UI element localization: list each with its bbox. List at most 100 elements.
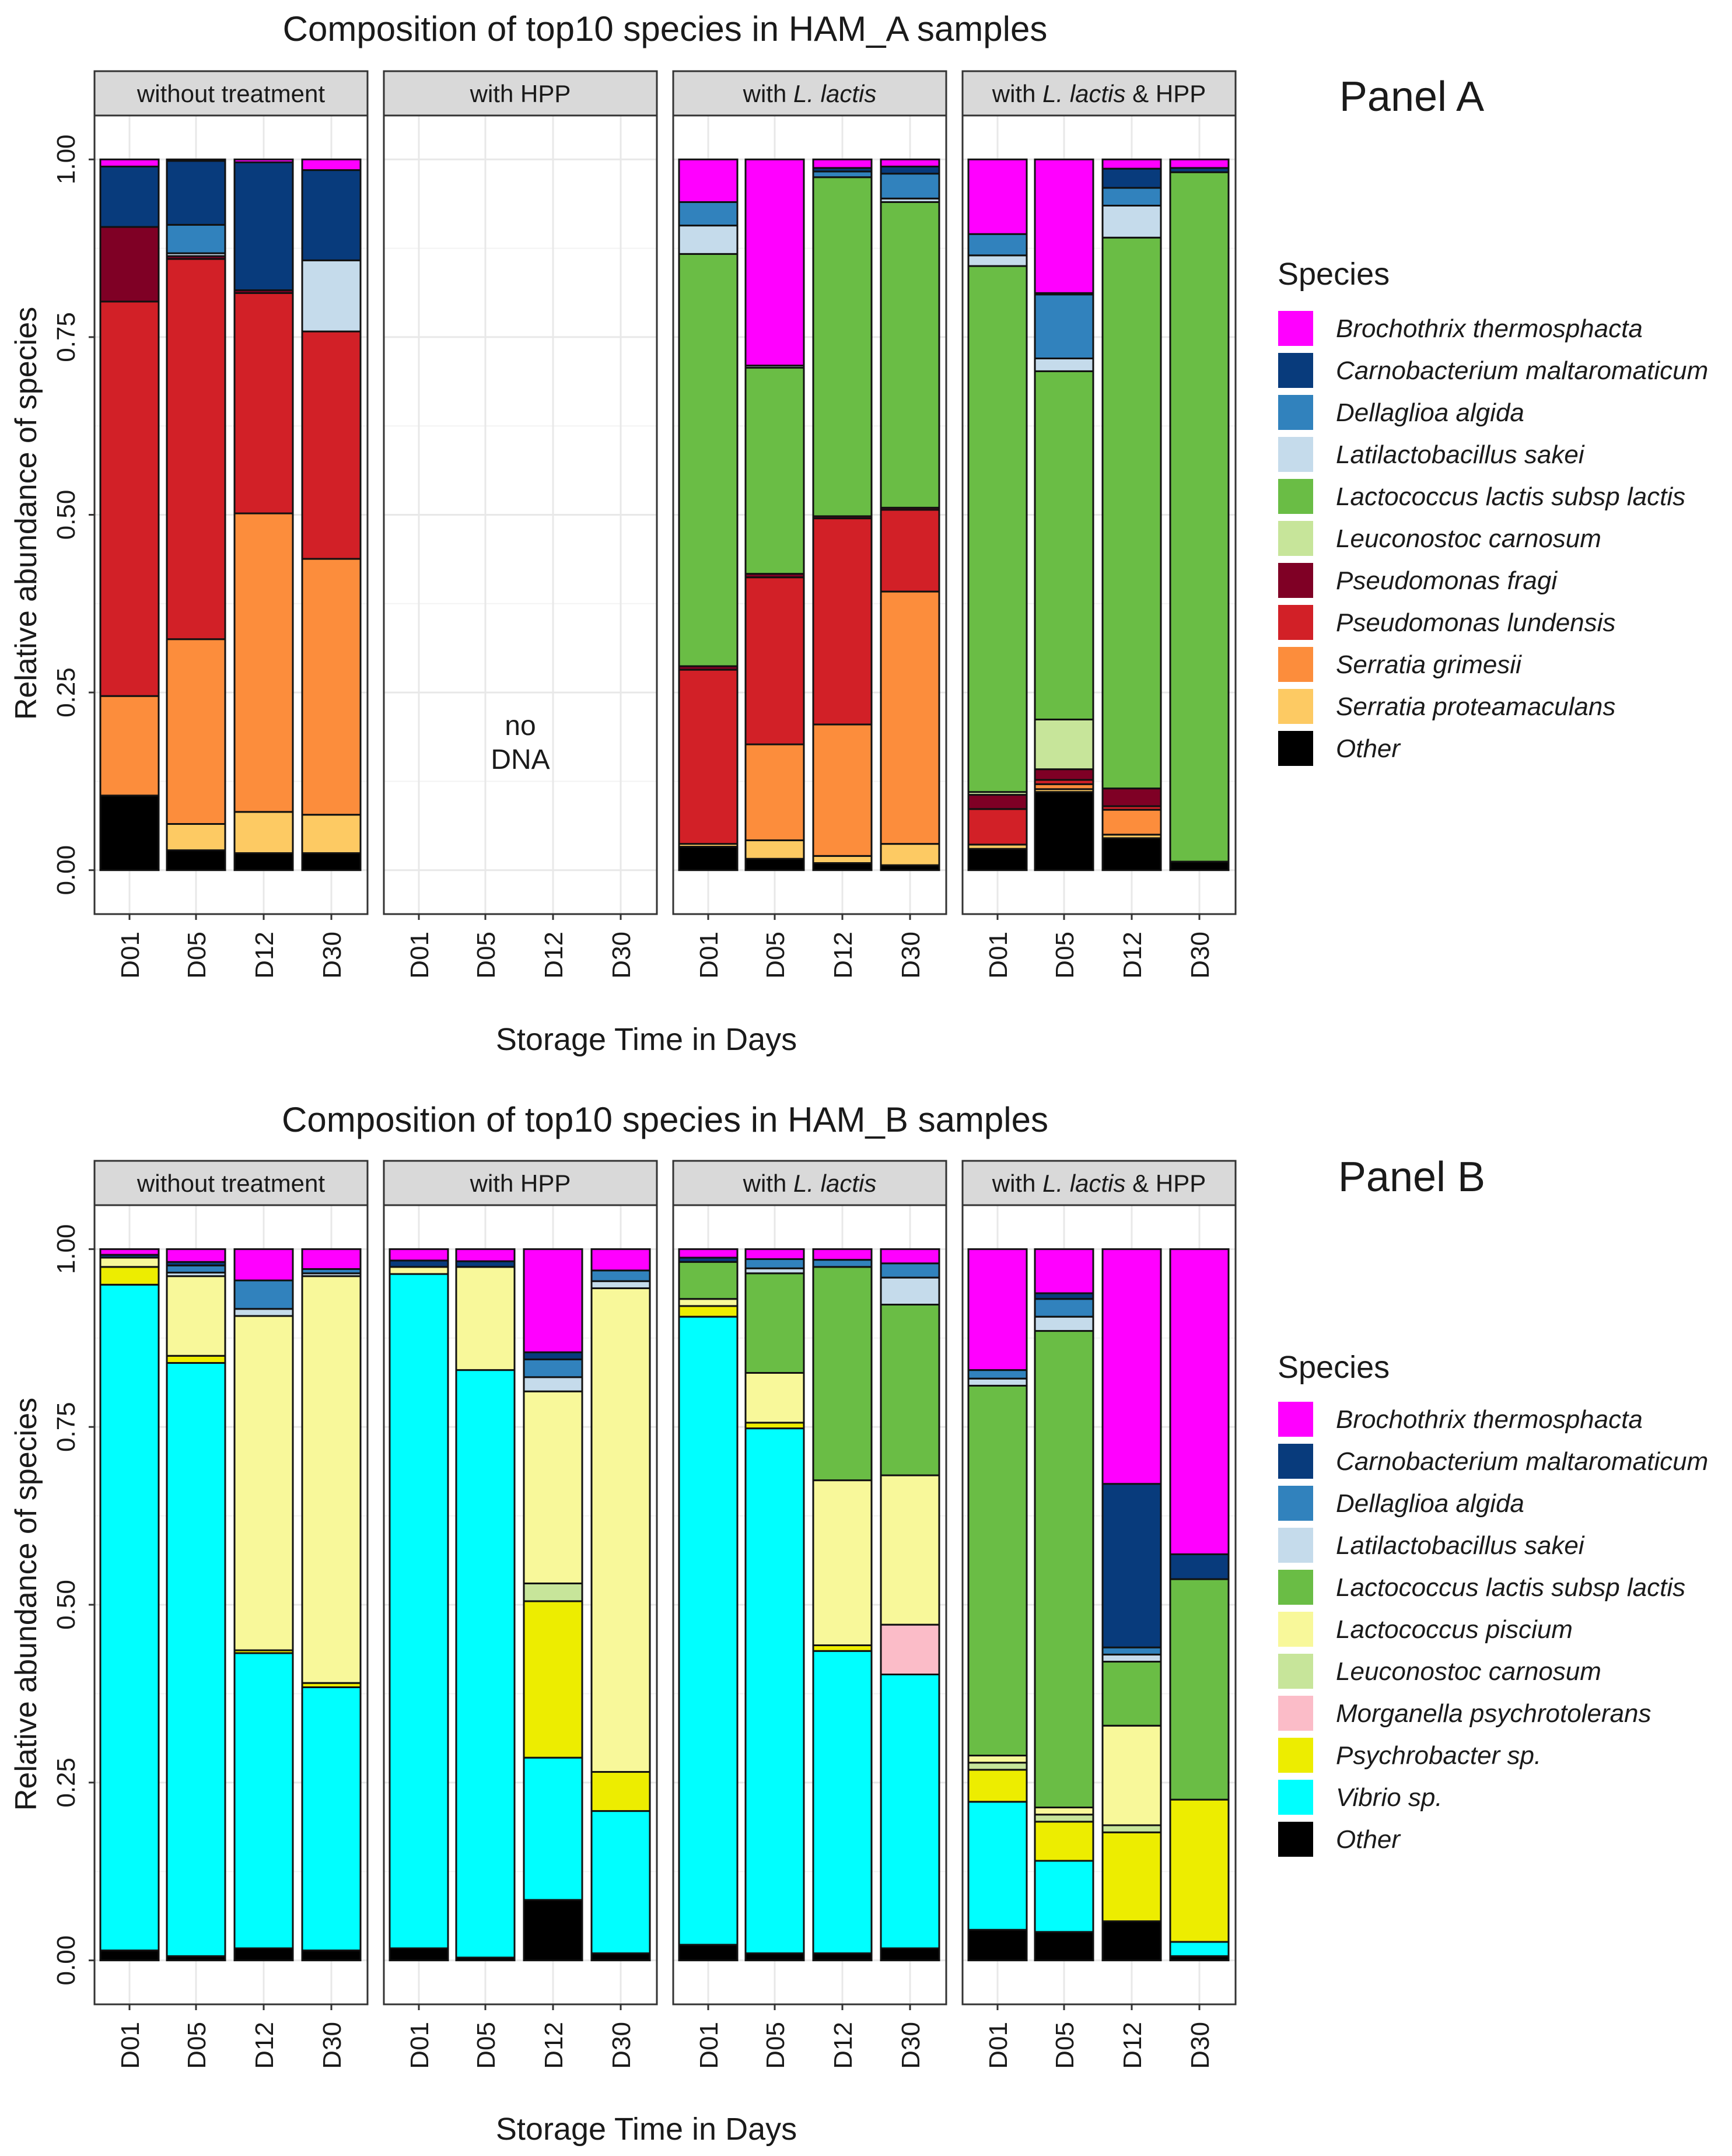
bar-segment-brochothrix-thermosphacta	[590, 1248, 651, 1272]
legend-swatch	[1277, 1653, 1314, 1690]
bar-segment-morganella-psychrotolerans	[880, 1623, 940, 1675]
x-tick-label: D05	[183, 932, 211, 979]
x-tick-label: D01	[405, 932, 434, 979]
y-tick-label: 0.75	[52, 312, 81, 362]
legend-label: Lactococcus lactis subsp lactis	[1336, 1573, 1685, 1602]
legend-label: Other	[1336, 1825, 1401, 1854]
facet-strip	[383, 1160, 658, 1206]
bar-segment-pseudomonas-lundensis	[967, 808, 1028, 846]
y-tick-label: 0.25	[52, 667, 81, 718]
bar-segment-other	[301, 1950, 362, 1962]
x-tick-label: D12	[829, 2022, 858, 2069]
facet-strip-label: without treatment	[137, 80, 325, 107]
bar-segment-vibrio-sp	[1169, 1941, 1230, 1957]
x-tick-label: D05	[1051, 2022, 1079, 2069]
bar-segment-pseudomonas-lundensis	[880, 509, 940, 593]
bar-segment-other	[1101, 1920, 1162, 1962]
facet-strip	[672, 70, 947, 117]
bar-segment-brochothrix-thermosphacta	[523, 1248, 583, 1353]
bar-segment-brochothrix-thermosphacta	[880, 1248, 940, 1265]
bar-segment-other	[812, 1952, 873, 1962]
bar-segment-brochothrix-thermosphacta	[744, 158, 805, 367]
bar-segment-serratia-proteamaculans	[166, 823, 226, 852]
facet-strip-label: with HPP	[470, 1170, 571, 1197]
bar-segment-lactococcus-piscium	[301, 1275, 362, 1684]
facet-strip	[961, 70, 1237, 117]
facet-strip-label: with L. lactis & HPP	[992, 80, 1206, 107]
x-tick-label: D30	[318, 932, 347, 979]
legend-label: Carnobacterium maltaromaticum	[1336, 1447, 1708, 1476]
x-tick-label: D01	[695, 2022, 723, 2069]
x-tick-label: D01	[116, 932, 145, 979]
legend-swatch	[1277, 394, 1314, 431]
bar-segment-brochothrix-thermosphacta	[967, 1248, 1028, 1371]
bar-segment-vibrio-sp	[1034, 1860, 1094, 1933]
legend-swatch	[1277, 1779, 1314, 1816]
bar-segment-carnobacterium-maltaromaticum	[1101, 1483, 1162, 1648]
bar-segment-vibrio-sp	[301, 1686, 362, 1952]
x-tick-label: D05	[761, 2022, 790, 2069]
bar-segment-brochothrix-thermosphacta	[1169, 158, 1230, 169]
bar-segment-serratia-proteamaculans	[233, 811, 294, 854]
bar-segment-other	[1034, 1931, 1094, 1962]
bar-segment-brochothrix-thermosphacta	[1101, 1248, 1162, 1485]
bar-segment-other	[1169, 860, 1230, 872]
bar-segment-brochothrix-thermosphacta	[389, 1248, 449, 1262]
bar-segment-lactococcus-lactis-subsp-lactis	[1101, 1661, 1162, 1727]
facet-border	[961, 114, 1237, 915]
x-axis-label: Storage Time in Days	[496, 1022, 797, 1057]
x-tick-label: D01	[695, 932, 723, 979]
bar-segment-lactococcus-piscium	[166, 1275, 226, 1357]
bar-segment-brochothrix-thermosphacta	[967, 158, 1028, 235]
legend-label: Dellaglioa algida	[1336, 398, 1524, 427]
bar-segment-psychrobacter-sp	[166, 1354, 226, 1364]
bar-segment-serratia-grimesii	[301, 558, 362, 816]
bar-segment-psychrobacter-sp	[1169, 1798, 1230, 1943]
bar-segment-vibrio-sp	[455, 1369, 516, 1959]
y-tick-label: 1.00	[52, 1224, 81, 1275]
legend-label: Leuconostoc carnosum	[1336, 524, 1601, 553]
panel-a: Composition of top10 species in HAM_A sa…	[9, 9, 1708, 1057]
bar-segment-serratia-grimesii	[1101, 808, 1162, 836]
bar-segment-lactococcus-lactis-subsp-lactis	[880, 201, 940, 509]
bar-segment-pseudomonas-lundensis	[678, 668, 739, 845]
y-tick-label: 0.00	[52, 1936, 81, 1986]
facet-3: with L. lactis & HPP D01 D05 D12 D30	[961, 1160, 1237, 2069]
bar-segment-dellaglioa-algida	[1101, 187, 1162, 206]
bar-segment-brochothrix-thermosphacta	[1034, 158, 1094, 294]
facet-strip	[672, 1160, 947, 1206]
bar-segment-other	[967, 1929, 1028, 1962]
bar-segment-brochothrix-thermosphacta	[301, 158, 362, 172]
facet-border	[383, 114, 658, 915]
facet-border	[383, 1204, 658, 2006]
bar-segment-lactococcus-piscium	[590, 1287, 651, 1773]
no-dna-note: DNA	[491, 744, 550, 775]
legend-swatch	[1277, 730, 1314, 767]
bar-segment-psychrobacter-sp	[1101, 1831, 1162, 1923]
bar-segment-lactococcus-lactis-subsp-lactis	[744, 366, 805, 575]
bar-segment-serratia-grimesii	[880, 590, 940, 845]
legend-label: Carnobacterium maltaromaticum	[1336, 356, 1708, 385]
bar-segment-lactococcus-piscium	[523, 1390, 583, 1584]
bar-segment-carnobacterium-maltaromaticum	[1169, 1553, 1230, 1580]
bar-segment-other	[880, 1947, 940, 1962]
bar-segment-latilactobacillus-sakei	[967, 254, 1028, 267]
legend: Species Brochothrix thermosphacta Carnobac…	[1277, 257, 1708, 767]
bar-segment-lactococcus-piscium	[455, 1266, 516, 1371]
bar-segment-lactococcus-piscium	[99, 1256, 160, 1268]
legend: Species Brochothrix thermosphacta Carnobac…	[1277, 1350, 1708, 1858]
bar-segment-leuconostoc-carnosum	[523, 1582, 583, 1602]
bar-segment-serratia-grimesii	[233, 512, 294, 813]
bar-segment-dellaglioa-algida	[880, 173, 940, 200]
bar-segment-lactococcus-lactis-subsp-lactis	[1169, 171, 1230, 863]
x-tick-label: D05	[183, 2022, 211, 2069]
x-tick-label: D30	[1186, 932, 1215, 979]
x-tick-label: D01	[984, 2022, 1013, 2069]
facet-strip-label: with L. lactis	[743, 1170, 877, 1197]
bar-segment-lactococcus-piscium	[233, 1315, 294, 1651]
legend-swatch	[1277, 520, 1314, 557]
bar-segment-latilactobacillus-sakei	[1101, 204, 1162, 239]
bar-segment-other	[99, 794, 160, 872]
legend-label: Brochothrix thermosphacta	[1336, 1405, 1643, 1434]
bar-segment-pseudomonas-lundensis	[301, 330, 362, 560]
